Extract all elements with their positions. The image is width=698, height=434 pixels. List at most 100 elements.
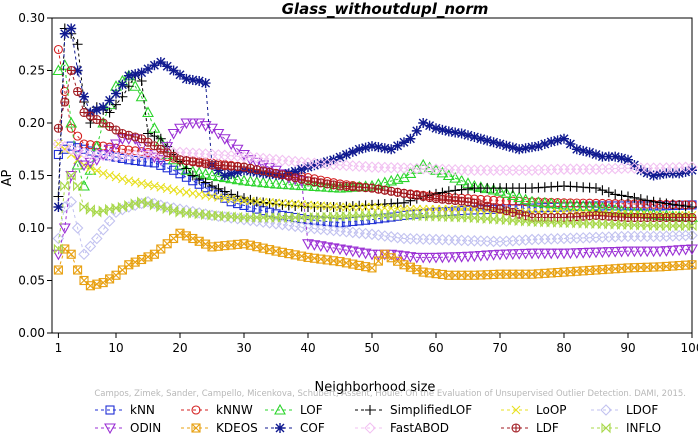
data-point bbox=[686, 161, 698, 173]
data-point bbox=[111, 99, 121, 110]
data-point bbox=[354, 210, 364, 222]
series-line bbox=[57, 27, 693, 208]
data-point bbox=[244, 175, 257, 186]
data-point bbox=[348, 216, 358, 227]
data-point bbox=[527, 216, 537, 228]
data-point bbox=[342, 202, 351, 212]
data-point bbox=[334, 244, 346, 256]
data-point bbox=[353, 247, 366, 259]
data-point bbox=[143, 198, 153, 209]
data-point bbox=[149, 199, 159, 211]
data-point bbox=[628, 246, 641, 258]
data-point bbox=[58, 223, 71, 235]
data-point bbox=[590, 247, 602, 259]
data-point bbox=[418, 118, 429, 128]
x-tick-label: 50 bbox=[364, 341, 379, 355]
data-point bbox=[361, 202, 370, 212]
data-point bbox=[495, 214, 505, 225]
data-point bbox=[348, 202, 358, 212]
data-point bbox=[180, 164, 193, 175]
series-line bbox=[57, 27, 693, 208]
data-point bbox=[314, 241, 327, 252]
data-point bbox=[103, 215, 116, 227]
data-point bbox=[60, 180, 70, 192]
x-tick-label: 30 bbox=[236, 341, 251, 355]
data-point bbox=[591, 218, 601, 230]
data-point bbox=[136, 76, 147, 86]
data-point bbox=[53, 123, 63, 133]
data-point bbox=[373, 210, 383, 221]
data-point bbox=[642, 220, 652, 231]
data-point bbox=[79, 144, 89, 154]
data-point bbox=[399, 137, 409, 148]
data-point bbox=[617, 201, 627, 211]
data-point bbox=[98, 102, 109, 113]
data-point bbox=[60, 97, 70, 107]
data-point bbox=[455, 252, 468, 263]
data-point bbox=[450, 211, 460, 223]
data-point bbox=[450, 127, 461, 138]
data-point bbox=[501, 214, 511, 226]
data-point bbox=[482, 213, 492, 225]
data-point bbox=[462, 251, 474, 263]
data-point bbox=[366, 249, 378, 261]
data-point bbox=[97, 223, 109, 236]
legend-marker bbox=[601, 422, 611, 434]
data-point bbox=[187, 170, 198, 181]
series-kdeos bbox=[53, 228, 697, 291]
legend-item-kdeos: KDEOS bbox=[181, 421, 258, 434]
data-point bbox=[405, 210, 415, 221]
data-point bbox=[271, 212, 281, 223]
data-point bbox=[73, 180, 83, 192]
data-point bbox=[655, 220, 665, 232]
data-point bbox=[143, 157, 153, 167]
data-point bbox=[641, 246, 654, 258]
data-point bbox=[578, 218, 588, 229]
data-point bbox=[449, 252, 462, 263]
data-point bbox=[232, 167, 243, 177]
data-point bbox=[615, 246, 628, 258]
data-point bbox=[175, 206, 185, 218]
data-point bbox=[635, 194, 646, 205]
data-point bbox=[520, 143, 531, 154]
data-point bbox=[201, 209, 211, 221]
data-point bbox=[225, 139, 238, 151]
data-point bbox=[297, 174, 307, 184]
data-point bbox=[53, 265, 63, 275]
data-point bbox=[647, 246, 660, 258]
data-point bbox=[226, 168, 237, 179]
data-point bbox=[308, 180, 321, 191]
data-point bbox=[78, 160, 90, 172]
data-point bbox=[687, 212, 697, 223]
data-point bbox=[111, 270, 121, 280]
legend-item-ldof: LDOF bbox=[591, 403, 658, 417]
legend-item-odin: ODIN bbox=[95, 421, 161, 434]
legend-marker bbox=[275, 423, 285, 433]
data-point bbox=[578, 198, 588, 208]
data-point bbox=[58, 59, 71, 70]
data-point bbox=[680, 201, 691, 212]
data-point bbox=[597, 151, 608, 162]
data-point bbox=[303, 162, 313, 173]
data-point bbox=[654, 246, 666, 258]
data-point bbox=[540, 216, 550, 228]
data-point bbox=[188, 208, 198, 219]
data-point bbox=[360, 142, 371, 153]
x-tick-label: 90 bbox=[620, 341, 635, 355]
data-point bbox=[156, 201, 166, 213]
data-point bbox=[277, 212, 287, 223]
data-point bbox=[303, 212, 313, 223]
data-point bbox=[514, 144, 525, 155]
data-point bbox=[674, 200, 685, 211]
data-point bbox=[481, 250, 494, 262]
legend-label: kNN bbox=[130, 403, 155, 417]
data-point bbox=[623, 219, 633, 231]
data-point bbox=[399, 197, 409, 208]
data-point bbox=[494, 249, 506, 261]
data-point bbox=[514, 215, 524, 227]
data-point bbox=[636, 219, 646, 231]
legend-marker bbox=[191, 423, 201, 433]
data-point bbox=[559, 133, 569, 144]
data-point bbox=[78, 248, 90, 261]
data-point bbox=[60, 86, 70, 97]
